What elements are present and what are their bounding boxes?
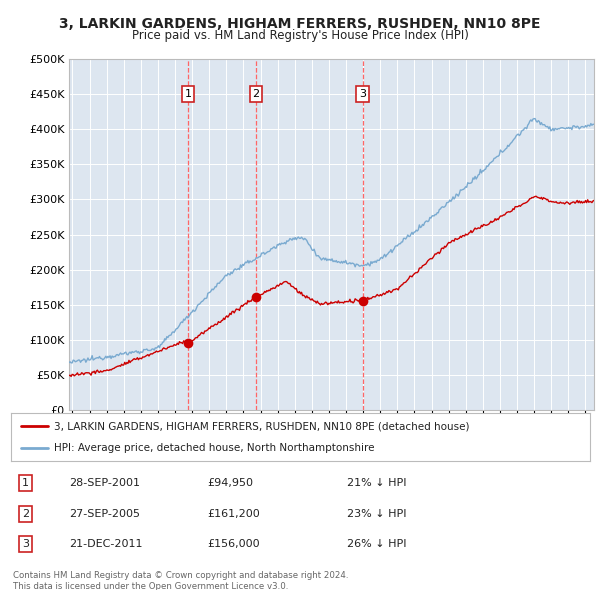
Text: 21-DEC-2011: 21-DEC-2011: [69, 539, 142, 549]
Text: 3, LARKIN GARDENS, HIGHAM FERRERS, RUSHDEN, NN10 8PE: 3, LARKIN GARDENS, HIGHAM FERRERS, RUSHD…: [59, 17, 541, 31]
Text: £94,950: £94,950: [208, 478, 254, 488]
Text: £156,000: £156,000: [208, 539, 260, 549]
Text: HPI: Average price, detached house, North Northamptonshire: HPI: Average price, detached house, Nort…: [54, 443, 375, 453]
Text: £161,200: £161,200: [208, 509, 260, 519]
Text: 27-SEP-2005: 27-SEP-2005: [69, 509, 140, 519]
Text: 28-SEP-2001: 28-SEP-2001: [69, 478, 140, 488]
Text: 1: 1: [184, 89, 191, 99]
Text: 2: 2: [253, 89, 260, 99]
Text: 1: 1: [22, 478, 29, 488]
Text: 2: 2: [22, 509, 29, 519]
Text: Contains HM Land Registry data © Crown copyright and database right 2024.
This d: Contains HM Land Registry data © Crown c…: [13, 571, 349, 590]
Text: 23% ↓ HPI: 23% ↓ HPI: [347, 509, 406, 519]
Text: 3, LARKIN GARDENS, HIGHAM FERRERS, RUSHDEN, NN10 8PE (detached house): 3, LARKIN GARDENS, HIGHAM FERRERS, RUSHD…: [54, 421, 470, 431]
Text: 3: 3: [359, 89, 366, 99]
Text: Price paid vs. HM Land Registry's House Price Index (HPI): Price paid vs. HM Land Registry's House …: [131, 30, 469, 42]
Text: 26% ↓ HPI: 26% ↓ HPI: [347, 539, 406, 549]
Text: 3: 3: [22, 539, 29, 549]
Text: 21% ↓ HPI: 21% ↓ HPI: [347, 478, 406, 488]
